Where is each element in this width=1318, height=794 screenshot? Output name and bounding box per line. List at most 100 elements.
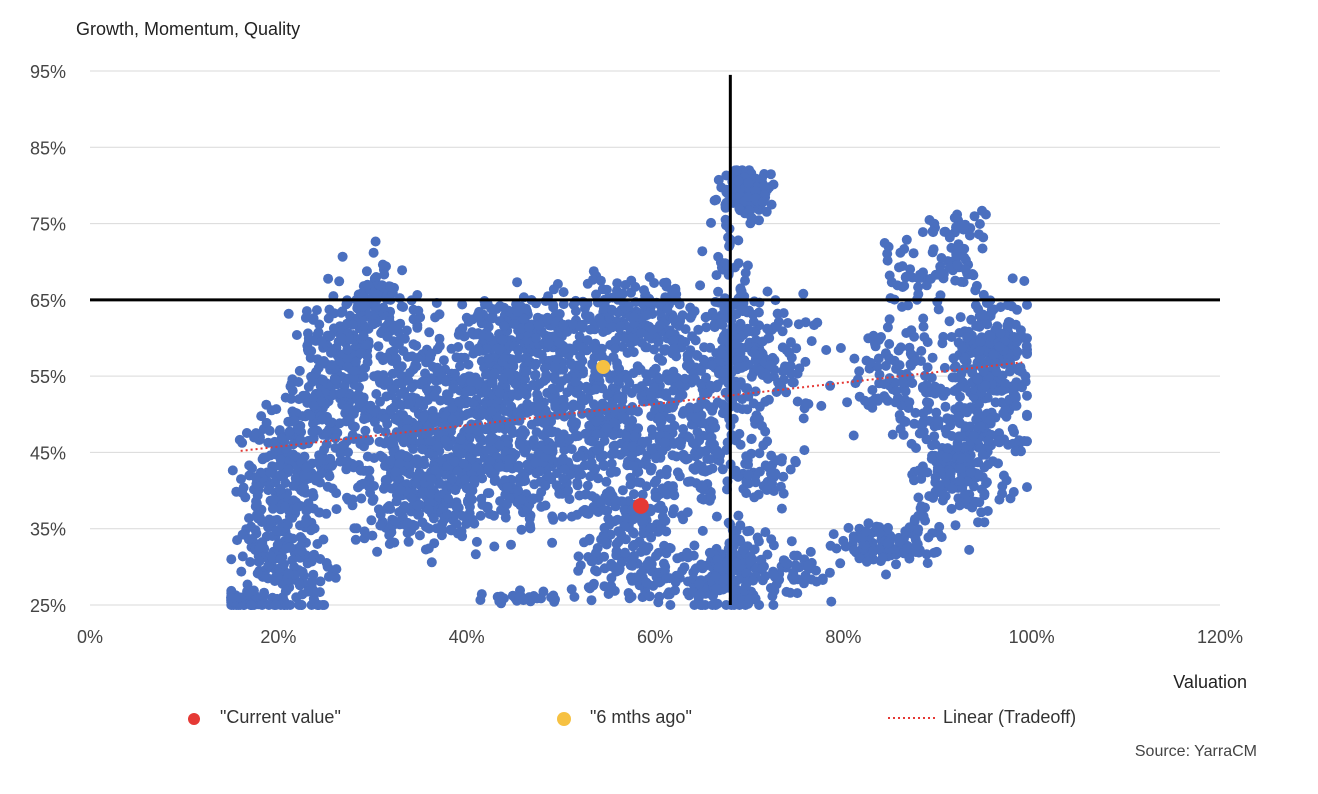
data-point [754, 448, 765, 459]
data-point [628, 552, 639, 563]
data-point [669, 490, 680, 501]
data-point [735, 439, 746, 450]
data-point [1022, 409, 1032, 420]
data-point [285, 381, 296, 392]
data-point [318, 356, 329, 366]
data-point [280, 501, 290, 512]
data-point [931, 546, 942, 557]
data-point [398, 302, 409, 312]
data-point [743, 469, 754, 480]
data-point [237, 551, 248, 562]
data-point [590, 565, 600, 576]
data-point [568, 416, 579, 427]
data-point [502, 499, 512, 510]
data-point [949, 212, 960, 223]
data-point [894, 410, 905, 420]
data-point [457, 511, 468, 521]
data-point [973, 469, 984, 480]
data-point [1020, 371, 1031, 382]
data-point [946, 431, 957, 441]
data-point [782, 318, 793, 328]
data-point [252, 490, 263, 501]
data-point [582, 480, 593, 491]
data-point [799, 445, 810, 456]
y-tick-label: 45% [30, 443, 66, 463]
data-point [960, 421, 971, 432]
data-point [250, 472, 261, 483]
data-point [890, 397, 901, 408]
data-point [247, 463, 257, 474]
data-point [776, 503, 787, 514]
data-point [599, 522, 610, 533]
data-point [631, 383, 642, 394]
data-point [895, 247, 906, 258]
data-point [283, 464, 294, 475]
data-point [982, 319, 993, 330]
data-point [586, 595, 597, 606]
data-point [580, 428, 591, 439]
data-point [786, 368, 797, 379]
data-point [932, 462, 943, 473]
data-point [587, 358, 598, 369]
data-point [558, 394, 569, 405]
x-tick-label: 100% [1009, 627, 1055, 647]
data-point [716, 348, 727, 359]
data-point [984, 415, 995, 425]
data-point [1007, 423, 1018, 434]
data-point [758, 197, 768, 207]
data-point [440, 421, 451, 432]
data-point [402, 452, 413, 462]
data-point [677, 565, 688, 576]
data-point [1009, 332, 1020, 342]
data-point [370, 371, 381, 382]
data-point [668, 313, 679, 324]
data-point [566, 444, 577, 455]
data-point [507, 428, 518, 438]
data-point [330, 375, 341, 385]
data-point [628, 489, 639, 500]
data-point [990, 358, 1001, 369]
data-point [757, 336, 768, 347]
data-point [706, 432, 717, 443]
data-point [688, 463, 699, 474]
data-point [558, 299, 569, 310]
data-point [954, 401, 965, 412]
data-point [489, 510, 499, 521]
data-point [743, 391, 754, 402]
data-point [303, 435, 314, 446]
data-point [592, 444, 603, 455]
data-point [499, 302, 509, 313]
data-point [504, 454, 515, 465]
data-point [838, 535, 849, 546]
data-point [668, 335, 679, 346]
highlight-points [596, 359, 649, 514]
data-point [993, 435, 1004, 446]
data-point [395, 485, 406, 496]
data-point [373, 341, 384, 352]
data-point [955, 475, 965, 486]
data-point [647, 324, 658, 335]
data-point [723, 543, 734, 554]
data-point [750, 186, 761, 197]
data-point [785, 360, 796, 371]
data-point [374, 436, 385, 447]
data-point [739, 305, 750, 316]
data-point [950, 275, 961, 286]
data-point [456, 448, 467, 459]
data-point [474, 346, 485, 357]
data-point [408, 444, 419, 454]
data-point [865, 357, 876, 368]
data-point [434, 309, 445, 320]
data-point [390, 414, 401, 425]
data-point [256, 411, 267, 422]
data-point [657, 446, 668, 456]
data-point [665, 543, 676, 554]
data-point [600, 537, 611, 548]
data-point [610, 448, 621, 459]
data-point [635, 364, 646, 375]
data-point [899, 280, 910, 291]
data-point [382, 331, 393, 342]
data-point [449, 456, 460, 467]
data-point [585, 324, 596, 335]
